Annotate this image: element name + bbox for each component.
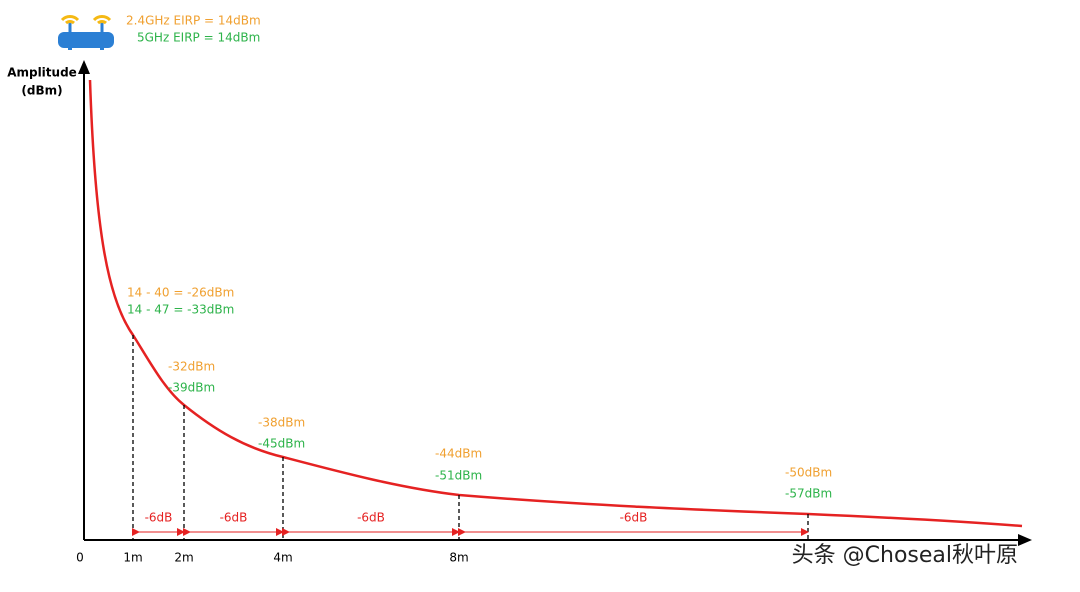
label-24: -50dBm [785,466,832,480]
label-5: -57dBm [785,487,832,501]
label-5: 14 - 47 = -33dBm [127,303,234,317]
label-5: -51dBm [435,469,482,483]
y-arrow [78,60,90,74]
step-label: -6dB [220,511,248,525]
step-label: -6dB [145,511,173,525]
origin-label: 0 [76,551,84,565]
distance-label: 4m [273,551,292,565]
x-arrow [1018,534,1032,546]
watermark: 头条 @Choseal秋叶原 [792,543,1018,568]
label-5: -39dBm [168,381,215,395]
step-label: -6dB [620,511,648,525]
distance-label: 2m [174,551,193,565]
legend-5: 5GHz EIRP = 14dBm [137,31,260,45]
distance-label: 1m [123,551,142,565]
y-axis-unit: (dBm) [21,84,62,98]
label-24: -44dBm [435,447,482,461]
label-5: -45dBm [258,437,305,451]
distance-label: 8m [449,551,468,565]
step-label: -6dB [357,511,385,525]
label-24: 14 - 40 = -26dBm [127,286,234,300]
label-24: -38dBm [258,416,305,430]
legend-24: 2.4GHz EIRP = 14dBm [126,14,261,28]
y-axis-label: Amplitude [7,66,77,80]
router-icon [58,15,114,50]
label-24: -32dBm [168,360,215,374]
